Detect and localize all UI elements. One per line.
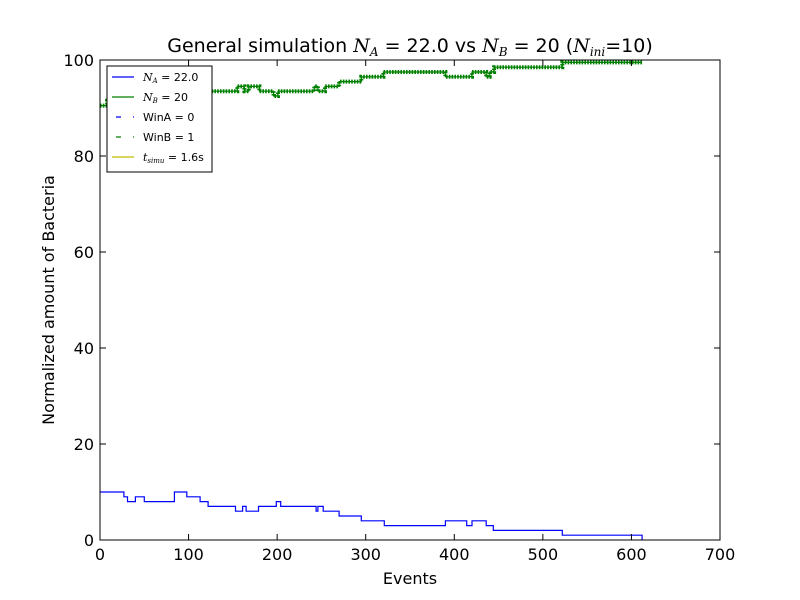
x-axis-label: Events: [383, 569, 437, 588]
y-tick-label: 80: [74, 147, 94, 166]
x-tick-label: 0: [95, 545, 105, 564]
x-tick-label: 600: [616, 545, 647, 564]
x-tick-label: 500: [528, 545, 559, 564]
series-line-nb-core: [100, 61, 643, 107]
x-tick-label: 400: [439, 545, 470, 564]
legend-label: WinA = 0: [143, 111, 194, 124]
y-tick-label: 20: [74, 435, 94, 454]
legend-label: tsimu = 1.6s: [143, 151, 204, 165]
y-axis-label: Normalized amount of Bacteria: [39, 175, 58, 425]
x-tick-label: 700: [705, 545, 736, 564]
series-layer: [100, 60, 643, 540]
legend-label: NB = 20: [142, 91, 188, 105]
x-tick-label: 300: [350, 545, 381, 564]
y-tick-label: 0: [84, 531, 94, 550]
legend-label: WinB = 1: [143, 131, 194, 144]
series-line-na: [100, 491, 643, 540]
plot-frame: [99, 59, 721, 541]
plot-area: 0 100 200 300 400 500 600 700 0 20 40 60 80 100: [63, 51, 735, 564]
y-axis: 0 20 40 60 80 100: [63, 51, 720, 550]
x-tick-label: 100: [173, 545, 204, 564]
x-tick-label: 200: [262, 545, 293, 564]
chart-title: General simulation NA = 22.0 vs NB = 20 …: [167, 35, 652, 59]
x-axis: 0 100 200 300 400 500 600 700: [95, 60, 735, 564]
legend-label: NA = 22.0: [142, 71, 198, 85]
legend-frame: [106, 65, 213, 173]
y-tick-label: 100: [63, 51, 94, 70]
y-tick-label: 60: [74, 243, 94, 262]
legend: NA = 22.0 NB = 20 WinA = 0 WinB = 1 tsimu = …: [106, 65, 213, 173]
y-tick-label: 40: [74, 339, 94, 358]
legend-items: NA = 22.0 NB = 20 WinA = 0 WinB = 1 tsimu = …: [112, 71, 204, 165]
